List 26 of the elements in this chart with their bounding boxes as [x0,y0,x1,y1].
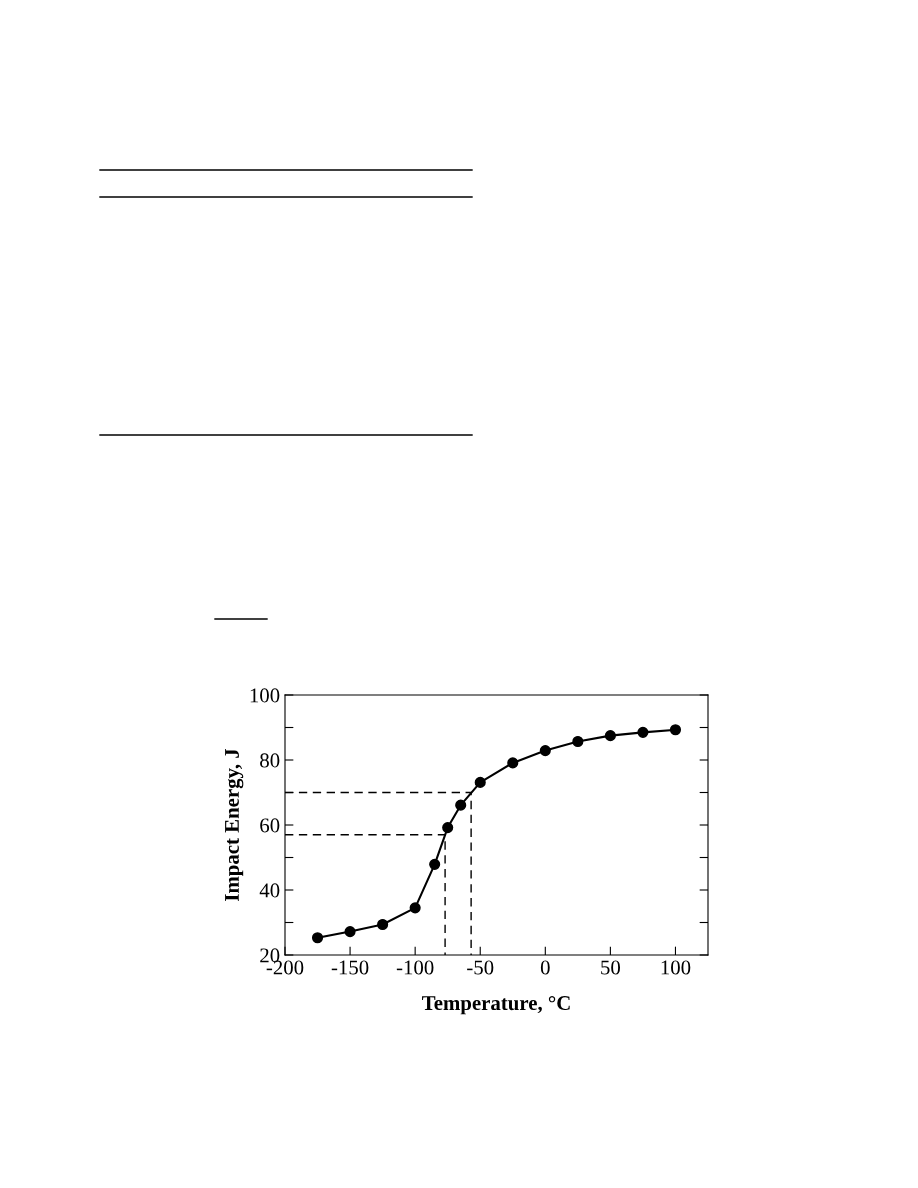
x-tick-label: 100 [661,960,691,975]
point [539,745,551,757]
x-tick-label: 0 [540,960,550,975]
x-tick-label: -50 [467,960,494,975]
x-tick-label: 50 [601,960,621,975]
point [474,776,486,788]
y-tick-label: 80 [260,753,280,768]
x-axis-title: Temperature, °C [422,996,570,1015]
point [377,918,389,931]
point [507,757,519,769]
point [429,858,441,870]
point [455,799,467,811]
x-tick-label: -150 [331,960,369,975]
y-tick-label: 100 [250,688,280,703]
point [637,726,649,738]
x-tick-label: -100 [396,960,434,975]
point [572,735,584,748]
point [442,822,454,834]
y-tick-label: 40 [259,883,280,898]
point [669,724,682,736]
y-axis-title: Impact Energy, J [225,748,244,901]
point [311,932,324,944]
y-tick-label: 60 [260,818,280,833]
point [409,902,421,914]
point [344,926,356,938]
point [604,730,616,742]
